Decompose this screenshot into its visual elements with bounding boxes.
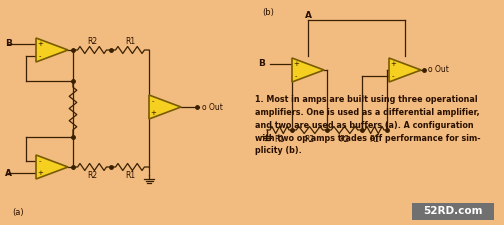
Text: R2: R2	[87, 171, 97, 180]
Text: +: +	[390, 61, 396, 67]
Text: R1: R1	[125, 171, 135, 180]
Polygon shape	[149, 95, 181, 119]
Text: R2: R2	[339, 135, 350, 144]
Polygon shape	[36, 38, 68, 62]
Text: -: -	[39, 53, 41, 59]
Text: -: -	[392, 73, 394, 79]
Polygon shape	[389, 58, 421, 82]
Text: o Out: o Out	[202, 103, 223, 112]
Text: A: A	[304, 11, 311, 20]
Text: +: +	[37, 170, 43, 176]
Text: 52RD.com: 52RD.com	[423, 207, 483, 216]
Text: +: +	[150, 110, 156, 116]
Text: R2: R2	[87, 38, 97, 47]
Text: -: -	[295, 73, 297, 79]
Text: +: +	[293, 61, 299, 67]
FancyBboxPatch shape	[412, 203, 494, 220]
Text: 1. Most in amps are built using three operational
amplifiers. One is used as a d: 1. Most in amps are built using three op…	[255, 95, 480, 155]
Text: -: -	[152, 98, 154, 104]
Text: B: B	[259, 59, 266, 68]
Text: (a): (a)	[12, 209, 24, 218]
Polygon shape	[292, 58, 324, 82]
Text: R1: R1	[275, 135, 285, 144]
Text: o Out: o Out	[428, 65, 449, 74]
Text: B: B	[5, 40, 12, 49]
Text: R1: R1	[125, 38, 135, 47]
Text: R2: R2	[304, 135, 314, 144]
Text: R1: R1	[369, 135, 380, 144]
Text: +: +	[37, 41, 43, 47]
Text: -: -	[39, 158, 41, 164]
Polygon shape	[36, 155, 68, 179]
Text: (b): (b)	[262, 7, 274, 16]
Text: A: A	[5, 169, 12, 178]
